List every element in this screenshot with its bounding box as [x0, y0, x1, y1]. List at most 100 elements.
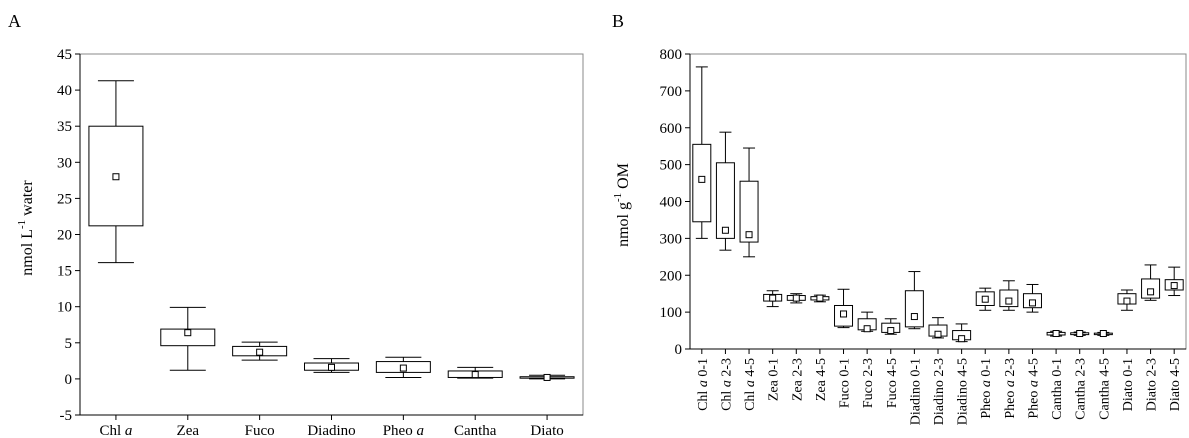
plot-frame — [689, 53, 1187, 350]
y-tick-label: 5 — [65, 336, 73, 352]
box-12 — [952, 323, 972, 343]
y-tick-label: 400 — [660, 195, 683, 211]
x-tick-label: Diadino — [307, 423, 355, 438]
x-tick-label: Diato 2-3 — [1145, 358, 1160, 411]
y-tick-label: 500 — [660, 158, 683, 174]
box-7 — [519, 373, 575, 381]
iqr-box — [692, 143, 712, 223]
x-tick-label: Zea 0-1 — [767, 358, 782, 401]
y-tick-label: 40 — [57, 83, 72, 99]
median-marker — [887, 327, 895, 335]
median-marker — [1052, 330, 1060, 338]
median-marker — [981, 295, 989, 303]
box-2 — [715, 131, 735, 251]
median-marker — [721, 226, 729, 234]
median-marker — [256, 348, 264, 356]
panel-b: B 0 100 200 300 400 500 600 700 800 nmol g-1 OM Chl… — [612, 11, 1187, 425]
box-2 — [160, 306, 216, 371]
median-marker — [792, 294, 800, 302]
panel-a: A -5 0 5 10 15 20 25 30 35 40 45 nmol L-1 water Chl a… — [8, 11, 584, 438]
x-tick-label: Fuco 0-1 — [838, 358, 853, 408]
box-6 — [810, 294, 830, 303]
y-tick-label: 30 — [57, 155, 72, 171]
box-7 — [834, 288, 854, 329]
x-tick-label: Diato 0-1 — [1121, 358, 1136, 411]
median-marker — [1005, 297, 1013, 305]
x-tick-label: Fuco 4-5 — [885, 358, 900, 408]
box-3 — [232, 341, 288, 361]
y-tick-label: 15 — [57, 264, 72, 280]
y-tick-label: 0 — [675, 342, 683, 358]
box-1 — [88, 80, 144, 264]
median-marker — [1170, 282, 1178, 290]
x-tick-label: Pheo a 2-3 — [1003, 358, 1018, 419]
box-6 — [447, 366, 503, 379]
x-tick-label: Cantha 0-1 — [1050, 358, 1065, 420]
y-tick-label: 10 — [57, 300, 72, 316]
box-16 — [1046, 330, 1066, 338]
box-4 — [763, 290, 783, 308]
x-tick-label: Pheo a — [383, 423, 424, 438]
box-20 — [1141, 264, 1161, 301]
y-tick-label: 800 — [660, 47, 683, 63]
y-axis-label: nmol L-1 water — [16, 180, 36, 276]
median-marker — [840, 310, 848, 318]
median-marker — [543, 373, 551, 381]
x-tick-label: Diato — [530, 423, 563, 438]
box-15 — [1022, 283, 1042, 313]
median-marker — [698, 175, 706, 183]
median-marker — [816, 294, 824, 302]
box-8 — [857, 311, 877, 333]
y-axis-label: nmol g-1 OM — [612, 163, 632, 247]
x-tick-label: Cantha 2-3 — [1074, 358, 1089, 420]
x-tick-label: Zea — [177, 423, 200, 438]
x-tick-label: Diadino 2-3 — [932, 358, 947, 425]
median-marker — [769, 294, 777, 302]
iqr-box — [739, 180, 759, 243]
y-tick-label: 0 — [65, 372, 73, 388]
y-tick-label: 35 — [57, 119, 72, 135]
box-21 — [1164, 266, 1184, 297]
x-tick-label: Fuco — [245, 423, 275, 438]
x-tick-label: Diadino 0-1 — [908, 358, 923, 425]
y-tick-label: 600 — [660, 121, 683, 137]
box-5 — [786, 293, 806, 304]
median-marker — [1099, 330, 1107, 338]
panel-label: B — [612, 11, 624, 31]
x-tick-label: Cantha — [454, 423, 497, 438]
x-tick-label: Cantha 4-5 — [1097, 358, 1112, 420]
box-11 — [928, 317, 948, 339]
box-14 — [999, 280, 1019, 311]
y-tick-label: 100 — [660, 305, 683, 321]
x-tick-label: Fuco 2-3 — [861, 358, 876, 408]
y-tick-label: 20 — [57, 228, 72, 244]
box-4 — [304, 358, 359, 373]
y-tick-label: 300 — [660, 231, 683, 247]
y-tick-label: -5 — [60, 408, 73, 424]
x-tick-label: Chl a 2-3 — [719, 358, 734, 411]
iqr-box — [160, 328, 216, 347]
median-marker — [399, 364, 407, 372]
y-tick-label: 25 — [57, 191, 72, 207]
median-marker — [112, 173, 120, 181]
median-marker — [328, 363, 335, 371]
median-marker — [910, 313, 918, 321]
x-tick-label: Chl a 0-1 — [696, 358, 711, 411]
x-tick-label: Zea 4-5 — [814, 358, 829, 401]
y-tick-label: 200 — [660, 268, 683, 284]
x-tick-label: Pheo a 0-1 — [979, 358, 994, 419]
box-18 — [1093, 330, 1113, 338]
x-tick-label: Chl a — [99, 423, 132, 438]
y-tick-label: 45 — [57, 47, 72, 63]
box-17 — [1070, 330, 1090, 338]
box-5 — [375, 356, 431, 378]
box-13 — [975, 287, 995, 311]
median-marker — [1076, 330, 1084, 338]
iqr-box — [715, 162, 735, 239]
x-tick-label: Diadino 4-5 — [956, 358, 971, 425]
box-10 — [904, 271, 924, 330]
x-tick-label: Pheo a 4-5 — [1026, 358, 1041, 419]
box-1 — [692, 66, 712, 239]
box-9 — [881, 318, 901, 335]
